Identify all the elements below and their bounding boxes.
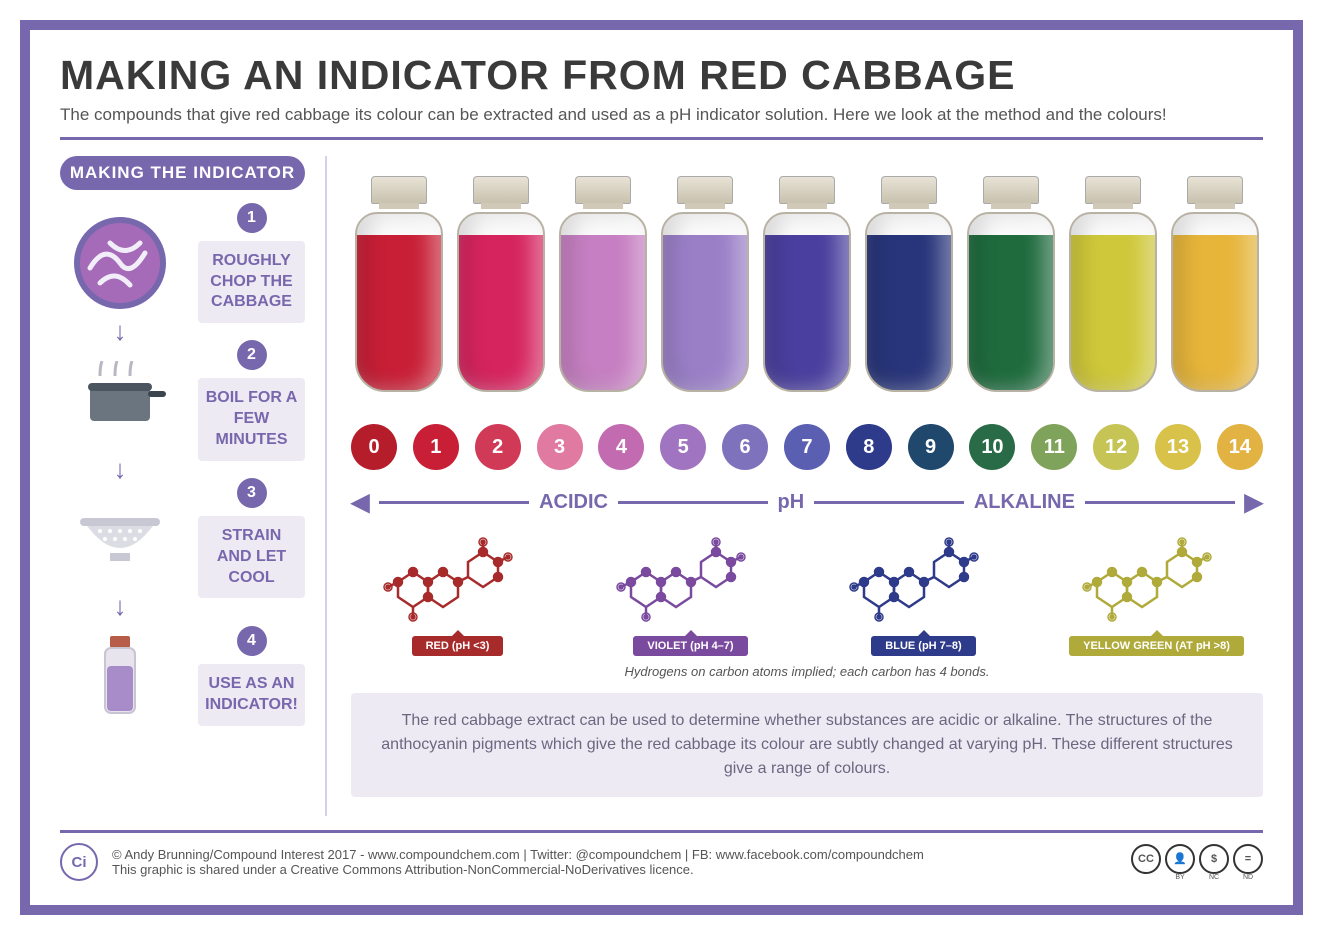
steps-list: 1 ROUGHLY CHOP THE CABBAGE ↓ xyxy=(60,204,305,735)
ph-dot: 11 xyxy=(1031,424,1077,470)
ph-axis: ◀ ACIDIC pH ALKALINE ▶ xyxy=(351,488,1263,517)
step-label: USE AS AN INDICATOR! xyxy=(198,664,305,726)
ph-dot: 2 xyxy=(475,424,521,470)
bottle xyxy=(759,176,855,396)
subtitle: The compounds that give red cabbage its … xyxy=(60,105,1263,140)
ph-dot: 1 xyxy=(413,424,459,470)
molecule: YELLOW GREEN (AT pH >8) xyxy=(1062,527,1252,656)
bottle xyxy=(555,176,651,396)
ph-dot: 5 xyxy=(660,424,706,470)
step-row: 1 ROUGHLY CHOP THE CABBAGE xyxy=(60,204,305,322)
arrow-down-icon: ↓ xyxy=(114,462,127,478)
arrow-left-icon: ◀ xyxy=(351,488,369,517)
footer-credit: © Andy Brunning/Compound Interest 2017 -… xyxy=(112,847,924,862)
explanation-box: The red cabbage extract can be used to d… xyxy=(351,693,1263,797)
arrow-down-icon: ↓ xyxy=(114,599,127,615)
ph-dot: 9 xyxy=(908,424,954,470)
bottle xyxy=(1065,176,1161,396)
right-panel: 01234567891011121314 ◀ ACIDIC pH ALKALIN… xyxy=(351,156,1263,816)
ph-dot: 13 xyxy=(1155,424,1201,470)
cc-badge-icon: 👤BY xyxy=(1165,844,1195,881)
ph-scale: 01234567891011121314 xyxy=(351,424,1263,470)
bottle xyxy=(453,176,549,396)
step-number: 4 xyxy=(237,626,267,656)
bottle xyxy=(861,176,957,396)
bottles-row xyxy=(351,156,1263,396)
ph-dot: 8 xyxy=(846,424,892,470)
bottle xyxy=(351,176,447,396)
main-content: MAKING THE INDICATOR 1 ROUGHLY CHOP THE … xyxy=(60,156,1263,816)
molecule: RED (pH <3) xyxy=(363,527,553,656)
arrow-right-icon: ▶ xyxy=(1245,488,1263,517)
molecules-row: RED (pH <3) VIOLET (pH 4–7) BLUE (pH 7–8… xyxy=(351,527,1263,656)
ph-dot: 10 xyxy=(969,424,1015,470)
axis-alkaline: ALKALINE xyxy=(974,491,1075,514)
step-number: 1 xyxy=(237,203,267,233)
footer: Ci © Andy Brunning/Compound Interest 201… xyxy=(60,830,1263,881)
cc-badge-icon: $NC xyxy=(1199,844,1229,881)
left-heading: MAKING THE INDICATOR xyxy=(60,156,305,190)
step-number: 3 xyxy=(237,478,267,508)
vial-icon xyxy=(90,631,150,721)
cabbage-icon xyxy=(70,213,170,313)
infographic-frame: MAKING AN INDICATOR FROM RED CABBAGE The… xyxy=(20,20,1303,915)
main-title: MAKING AN INDICATOR FROM RED CABBAGE xyxy=(60,52,1263,99)
molecule: BLUE (pH 7–8) xyxy=(829,527,1019,656)
ph-dot: 0 xyxy=(351,424,397,470)
axis-acidic: ACIDIC xyxy=(539,491,608,514)
ph-dot: 6 xyxy=(722,424,768,470)
axis-ph: pH xyxy=(778,491,805,514)
ph-dot: 7 xyxy=(784,424,830,470)
ci-logo-icon: Ci xyxy=(60,843,98,881)
step-label: ROUGHLY CHOP THE CABBAGE xyxy=(198,241,305,323)
step-label: BOIL FOR A FEW MINUTES xyxy=(198,378,305,460)
step-number: 2 xyxy=(237,340,267,370)
footer-licence: This graphic is shared under a Creative … xyxy=(112,862,924,877)
ph-dot: 4 xyxy=(598,424,644,470)
arrow-down-icon: ↓ xyxy=(114,324,127,340)
strainer-icon xyxy=(70,503,170,573)
bottle xyxy=(1167,176,1263,396)
cc-icons: CC👤BY$NC=ND xyxy=(1131,844,1263,881)
left-panel: MAKING THE INDICATOR 1 ROUGHLY CHOP THE … xyxy=(60,156,327,816)
ph-dot: 12 xyxy=(1093,424,1139,470)
step-row: 3 STRAIN AND LET COOL xyxy=(60,479,305,597)
ph-dot: 14 xyxy=(1217,424,1263,470)
step-label: STRAIN AND LET COOL xyxy=(198,516,305,598)
bottle xyxy=(963,176,1059,396)
cc-badge-icon: =ND xyxy=(1233,844,1263,881)
bottle xyxy=(657,176,753,396)
pot-icon xyxy=(70,361,170,441)
cc-badge-icon: CC xyxy=(1131,844,1161,881)
step-row: 4 USE AS AN INDICATOR! xyxy=(60,617,305,735)
ph-dot: 3 xyxy=(537,424,583,470)
molecule-note: Hydrogens on carbon atoms implied; each … xyxy=(351,664,1263,679)
step-row: 2 BOIL FOR A FEW MINUTES xyxy=(60,342,305,460)
molecule: VIOLET (pH 4–7) xyxy=(596,527,786,656)
